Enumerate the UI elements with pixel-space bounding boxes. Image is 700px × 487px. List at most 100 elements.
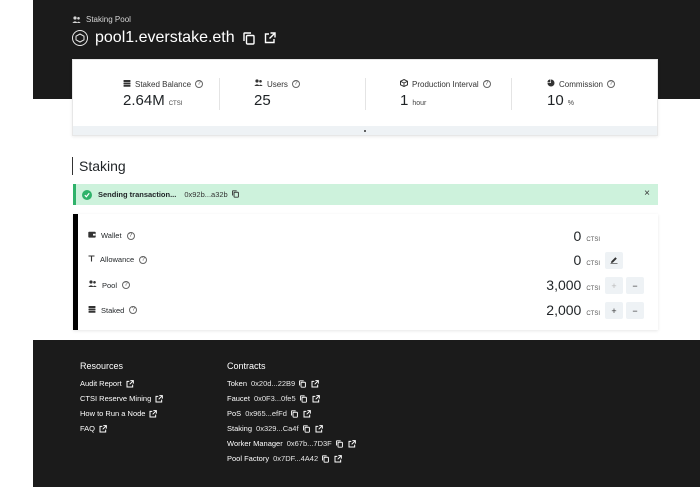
help-icon[interactable]: ? [139,255,148,264]
stake-button[interactable]: + [605,302,623,319]
help-icon[interactable]: ? [126,231,135,240]
help-icon[interactable]: ? [607,80,616,88]
contract-address: 0x0F3...0fe5 [253,394,296,403]
contract-name: Faucet [227,394,250,403]
contract-name: Staking [227,424,253,433]
balance-value-unit: CTSI [586,237,600,243]
stats-expand-bar[interactable] [73,126,657,135]
copy-icon[interactable] [299,394,308,403]
external-link-icon[interactable] [315,424,323,433]
stat-label: Production Interval ? [400,78,491,89]
stat-staked-balance: Staked Balance ? 2.64M CTSI [73,60,219,128]
balance-row-label: Pool ? [88,280,131,290]
external-link-icon [155,394,164,403]
help-icon[interactable]: ? [195,80,204,88]
balance-value-number: 0 [573,228,582,244]
pool-kicker-label: Staking Pool [86,15,131,24]
resources-heading: Resources [80,361,124,371]
edit-icon [610,256,618,266]
balance-value-unit: CTSI [586,261,600,267]
copy-icon[interactable] [231,189,239,200]
wallet-icon [88,231,96,240]
transaction-hash[interactable]: 0x92b...a32b [184,190,228,199]
external-link-icon[interactable] [348,439,356,448]
withdraw-button[interactable]: − [626,277,644,294]
copy-icon[interactable] [335,439,344,448]
coins-icon [123,79,131,89]
stat-label: Staked Balance ? [123,79,204,89]
external-link-icon [126,379,134,388]
resource-link[interactable]: FAQ [80,424,107,433]
resource-link-label: CTSI Reserve Mining [80,394,152,403]
balance-value-unit: CTSI [586,286,600,292]
contract-name: Token [227,379,248,388]
external-link-icon[interactable] [311,379,320,388]
balance-row-label: Staked ? [88,305,138,315]
alert-text: Sending transaction... [98,190,177,199]
copy-icon[interactable] [291,409,299,418]
pool-title-row: pool1.everstake.eth [72,29,277,47]
close-icon[interactable]: × [644,188,650,199]
balance-row-pool: Pool ? 3,000 CTSI + − [78,275,658,297]
balance-row-label-text: Wallet [101,231,122,240]
balance-value-number: 3,000 [546,277,582,293]
text-icon [88,255,95,264]
external-link-icon[interactable] [263,31,277,45]
balance-row-label-text: Staked [101,305,125,315]
resource-link[interactable]: CTSI Reserve Mining [80,394,164,403]
external-link-icon[interactable] [303,409,311,418]
pool-kicker: Staking Pool [72,15,131,24]
balance-row-staked: Staked ? 2,000 CTSI + − [78,300,658,322]
copy-icon[interactable] [299,379,307,388]
external-link-icon [99,424,107,433]
contract-name: Pool Factory [227,454,270,463]
contract-item: Token 0x20d...22B9 [227,379,320,388]
balance-row-value: 0 CTSI [574,252,600,268]
copy-icon[interactable] [242,31,256,45]
dot-indicator [364,129,366,132]
transaction-alert: Sending transaction... 0x92b...a32b × [73,184,658,205]
contract-item: Pool Factory 0x7DF...4A42 [227,454,342,463]
stat-production-interval: Production Interval ? 1 hour [365,60,511,128]
balance-row-wallet: Wallet ? 0 CTSI [78,226,658,248]
staking-heading: Staking [72,157,126,175]
users-icon [88,280,97,290]
external-link-icon[interactable] [334,454,342,463]
external-link-icon [149,409,158,418]
help-icon[interactable]: ? [482,80,491,88]
stat-label-text: Staked Balance [135,79,192,89]
help-icon[interactable]: ? [291,80,300,88]
unstake-button[interactable]: − [626,302,644,319]
pool-logo-icon [72,30,88,46]
stat-label: Commission ? [547,79,616,89]
resource-link-label: How to Run a Node [80,409,146,418]
stat-value: 1 hour [400,92,426,109]
stat-value-number: 10 [547,92,564,109]
balance-row-value: 2,000 CTSI [546,302,600,318]
stat-commission: Commission ? 10 % [511,60,657,128]
contract-name: Worker Manager [227,439,283,448]
help-icon[interactable]: ? [129,306,138,314]
users-icon [254,79,263,89]
resource-link[interactable]: Audit Report [80,379,134,388]
edit-allowance-button[interactable] [605,252,623,269]
balance-row-label: Allowance ? [88,255,148,264]
balance-value-number: 0 [573,252,582,268]
help-icon[interactable]: ? [122,281,131,289]
copy-icon[interactable] [302,424,311,433]
deposit-button[interactable]: + [605,277,623,294]
pool-stats-card: Staked Balance ? 2.64M CTSI Users ? 25 [72,59,658,136]
stat-label-text: Production Interval [412,79,479,89]
stat-value-number: 1 [400,92,409,109]
stat-value-unit: CTSI [168,101,183,107]
balance-row-label: Wallet ? [88,231,135,240]
contract-address: 0x20d...22B9 [251,379,296,388]
balance-value-number: 2,000 [546,302,582,318]
balance-row-value: 0 CTSI [574,228,600,244]
copy-icon[interactable] [322,454,330,463]
external-link-icon[interactable] [312,394,320,403]
stat-label-text: Users [267,79,288,89]
contract-name: PoS [227,409,242,418]
resource-link[interactable]: How to Run a Node [80,409,158,418]
stat-value: 10 % [547,92,574,109]
